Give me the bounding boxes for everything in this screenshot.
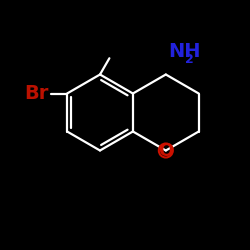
Text: NH: NH	[168, 42, 201, 61]
Text: 2: 2	[185, 53, 194, 66]
Text: O: O	[158, 142, 174, 160]
Text: Br: Br	[24, 84, 49, 103]
